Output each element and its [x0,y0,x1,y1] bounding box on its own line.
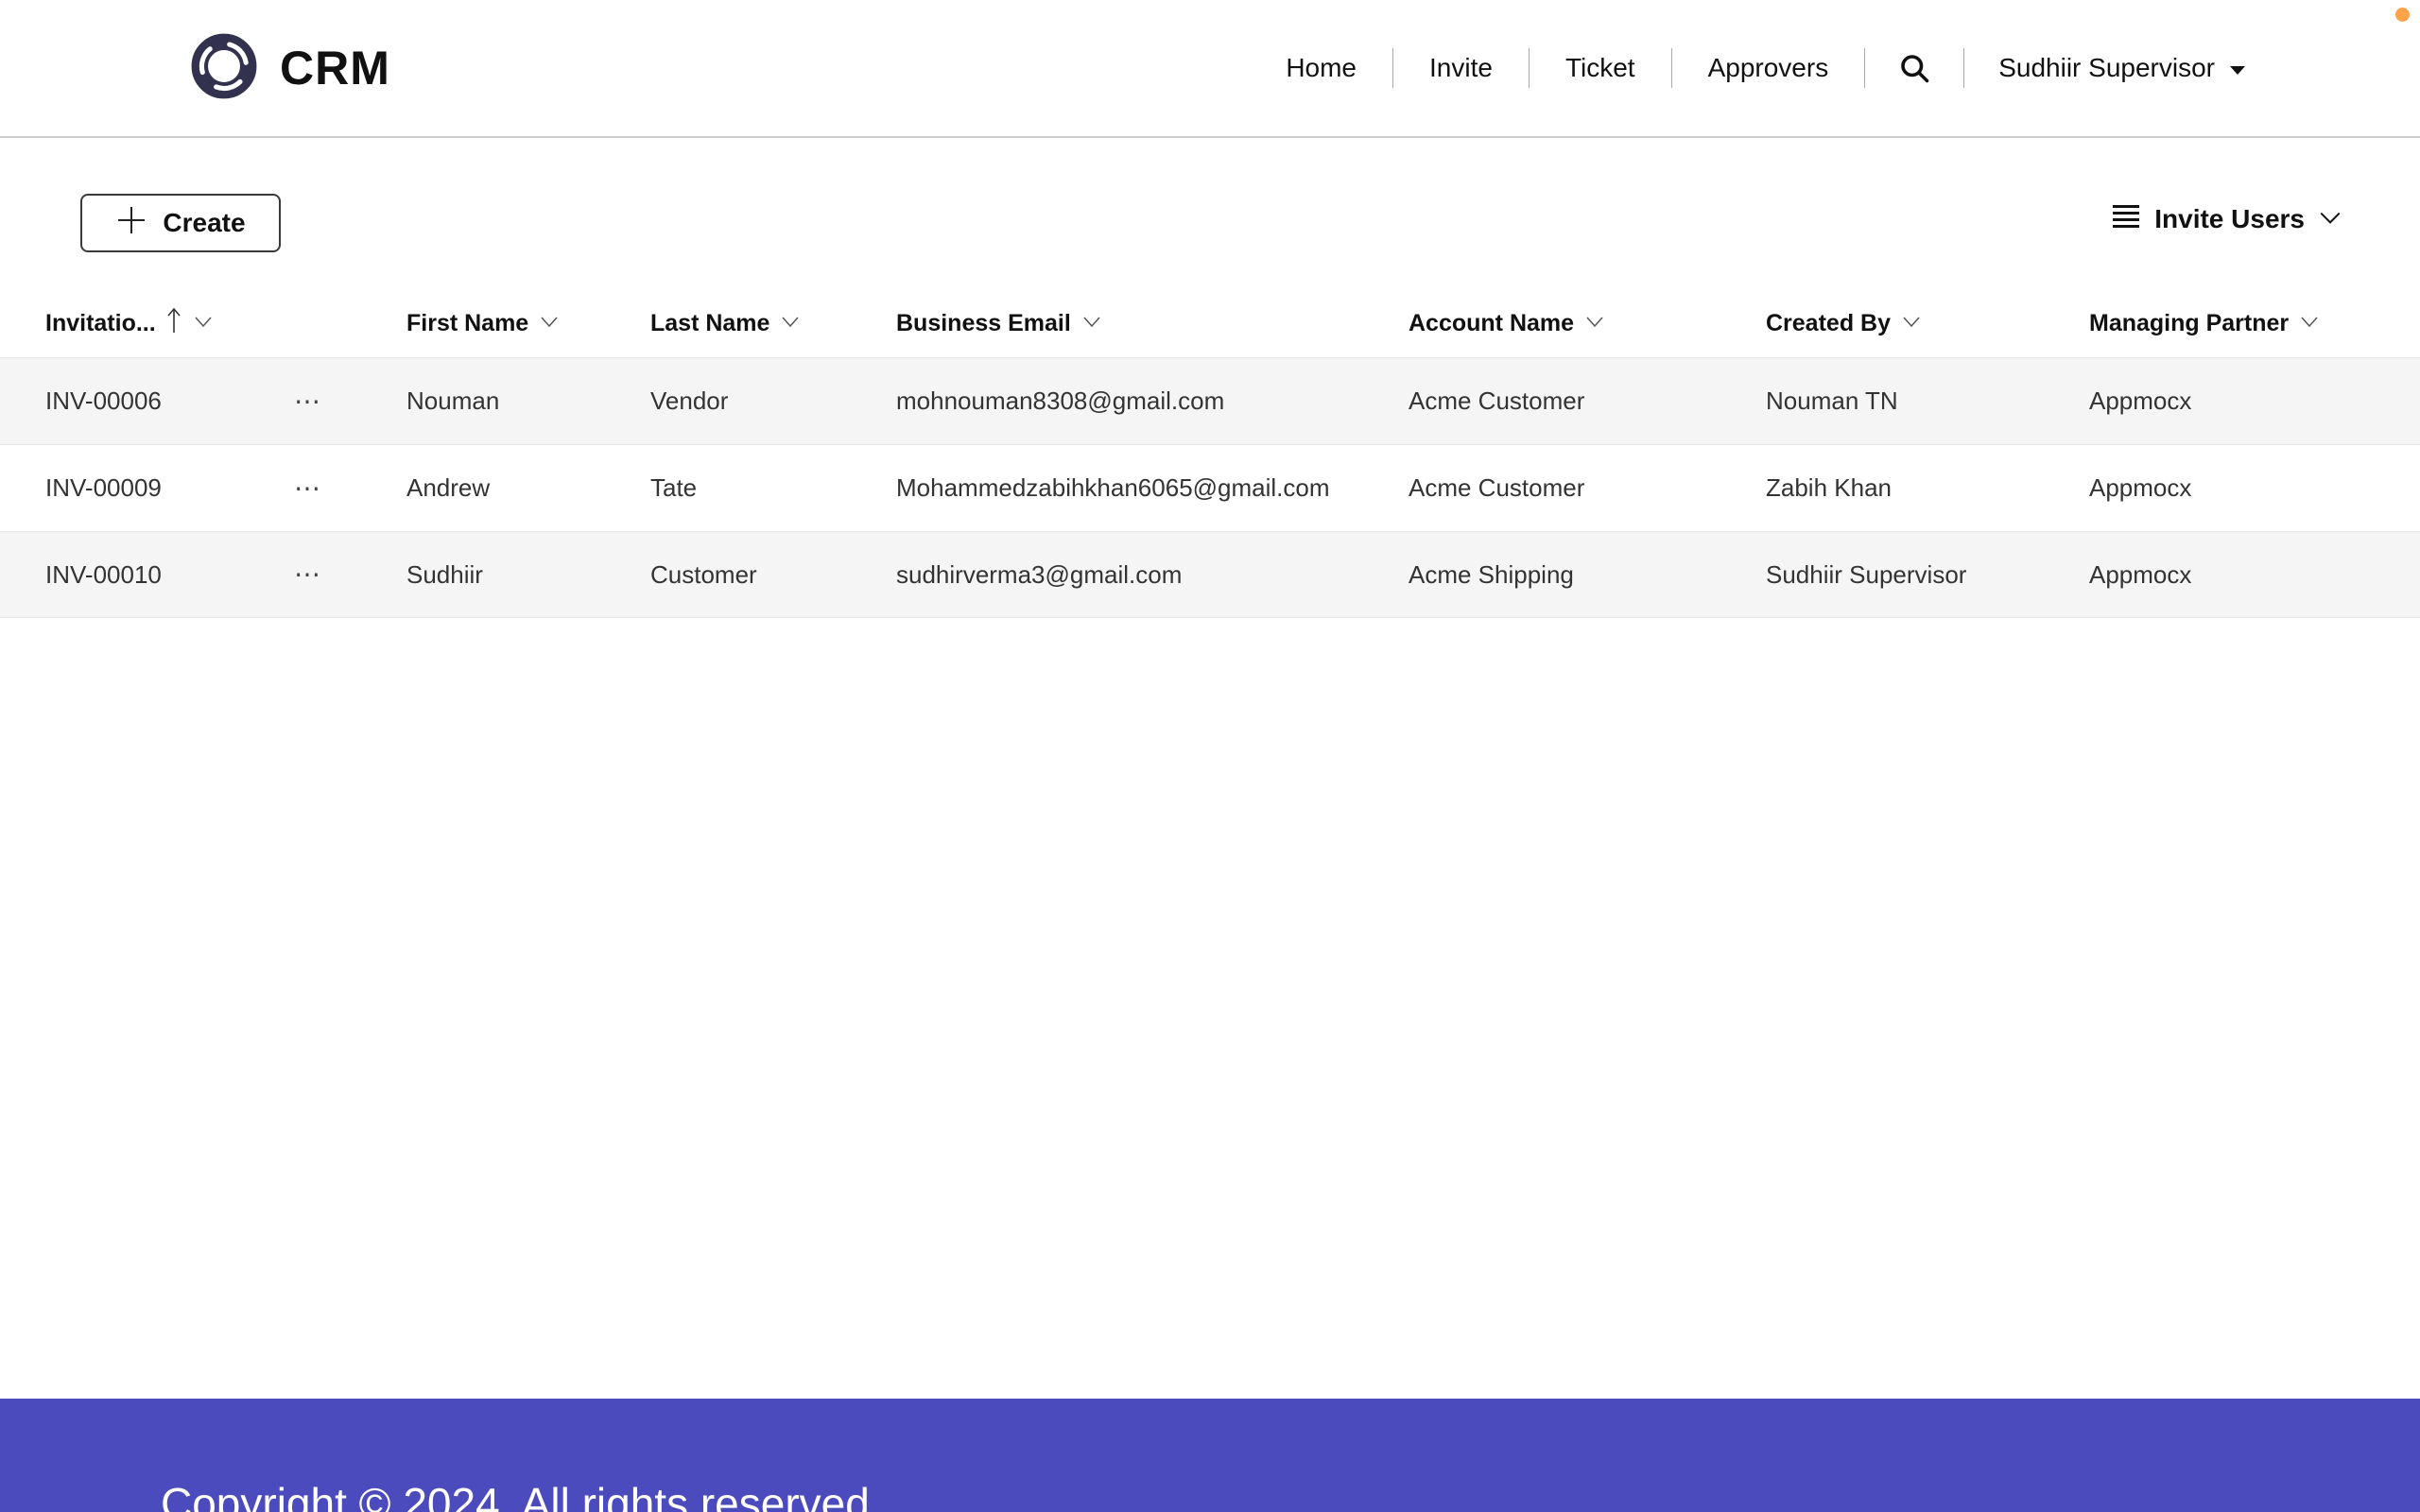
created-by-cell: Nouman TN [1766,387,1898,415]
column-header-managing-partner[interactable]: Managing Partner [2044,310,2420,337]
table-row[interactable]: INV-00010 ⋯ Sudhiir Customer sudhirverma… [0,531,2420,618]
column-header-last-name[interactable]: Last Name [605,310,851,337]
nav-item-home[interactable]: Home [1286,53,1357,82]
copyright-text: Copyright © 2024. All rights reserved [161,1479,870,1512]
column-header-created-by[interactable]: Created By [1720,310,2044,337]
column-header-business-email[interactable]: Business Email [851,310,1363,337]
chevron-down-icon[interactable] [2298,310,2321,337]
invitation-id: INV-00010 [45,559,162,589]
managing-partner-cell: Appmocx [2089,473,2192,502]
invite-users-dropdown[interactable]: Invite Users [2111,202,2342,235]
last-name-cell: Tate [650,473,698,502]
toolbar: Create Invite Users [0,138,2420,289]
last-name-cell: Customer [650,559,757,589]
nav-divider [1864,48,1866,88]
chevron-down-icon[interactable] [779,310,802,337]
recording-indicator-dot [2395,8,2410,22]
row-actions-menu[interactable]: ⋯ [294,387,323,416]
row-actions-menu[interactable]: ⋯ [294,473,323,503]
top-navbar: CRM Home Invite Ticket Approvers Sudhiir… [0,0,2420,138]
nav-divider [1528,48,1530,88]
invitations-table: Invitatio... First Name Last Name [0,289,2420,618]
business-email-cell: Mohammedzabihkhan6065@gmail.com [896,473,1330,502]
business-email-cell: sudhirverma3@gmail.com [896,559,1183,589]
business-email-cell: mohnouman8308@gmail.com [896,387,1225,415]
create-button[interactable]: Create [80,194,281,252]
account-name-cell: Acme Customer [1409,473,1585,502]
nav-item-invite[interactable]: Invite [1429,53,1493,82]
nav-divider [1670,48,1672,88]
search-icon[interactable] [1865,51,1963,85]
account-name-cell: Acme Customer [1409,387,1585,415]
invite-users-label: Invite Users [2154,203,2305,233]
crm-logo-icon [189,31,259,106]
chevron-down-icon[interactable] [1900,310,1923,337]
nav-divider [1963,48,1965,88]
column-label: Invitatio... [45,309,156,336]
invitation-cell: INV-00006 ⋯ [0,387,361,416]
nav-divider [1392,48,1394,88]
managing-partner-cell: Appmocx [2089,387,2192,415]
column-label: Last Name [650,309,770,336]
column-label: Account Name [1409,309,1575,336]
page-footer: Copyright © 2024. All rights reserved [0,1399,2420,1512]
brand: CRM [189,31,390,106]
create-button-label: Create [163,208,246,237]
account-name-cell: Acme Shipping [1409,559,1574,589]
chevron-down-icon[interactable] [538,310,561,337]
column-header-invitation[interactable]: Invitatio... [0,306,361,341]
table-row[interactable]: INV-00006 ⋯ Nouman Vendor mohnouman8308@… [0,357,2420,444]
row-actions-menu[interactable]: ⋯ [294,559,323,589]
list-menu-icon [2111,202,2141,235]
nav-item-ticket[interactable]: Ticket [1564,53,1635,82]
column-header-first-name[interactable]: First Name [361,310,605,337]
created-by-cell: Sudhiir Supervisor [1766,559,1967,589]
column-label: Managing Partner [2089,309,2290,336]
user-menu[interactable]: Sudhiir Supervisor [1964,53,2245,83]
main-nav: Home Invite Ticket Approvers Sudhiir Sup… [1250,48,2245,88]
table-header-row: Invitatio... First Name Last Name [0,289,2420,357]
chevron-down-icon[interactable] [1080,310,1103,337]
chevron-down-icon[interactable] [192,310,215,337]
plus-icon [115,204,147,243]
invitation-id: INV-00006 [45,387,162,415]
table-body: INV-00006 ⋯ Nouman Vendor mohnouman8308@… [0,357,2420,618]
managing-partner-cell: Appmocx [2089,559,2192,589]
nav-item-approvers[interactable]: Approvers [1707,53,1829,82]
column-label: Business Email [896,309,1071,336]
created-by-cell: Zabih Khan [1766,473,1892,502]
caret-down-icon [2230,65,2245,75]
table-row[interactable]: INV-00009 ⋯ Andrew Tate Mohammedzabihkha… [0,444,2420,531]
column-header-account-name[interactable]: Account Name [1363,310,1720,337]
column-label: First Name [406,309,529,336]
first-name-cell: Andrew [406,473,491,502]
first-name-cell: Nouman [406,387,500,415]
chevron-down-icon[interactable] [1583,310,1606,337]
sort-ascending-icon[interactable] [165,306,182,341]
column-label: Created By [1766,309,1891,336]
user-name: Sudhiir Supervisor [1998,53,2215,82]
invitation-cell: INV-00010 ⋯ [0,560,361,590]
brand-name: CRM [280,42,390,94]
last-name-cell: Vendor [650,387,729,415]
invitation-id: INV-00009 [45,473,162,502]
first-name-cell: Sudhiir [406,559,483,589]
chevron-down-icon [2318,204,2342,234]
invitation-cell: INV-00009 ⋯ [0,473,361,503]
